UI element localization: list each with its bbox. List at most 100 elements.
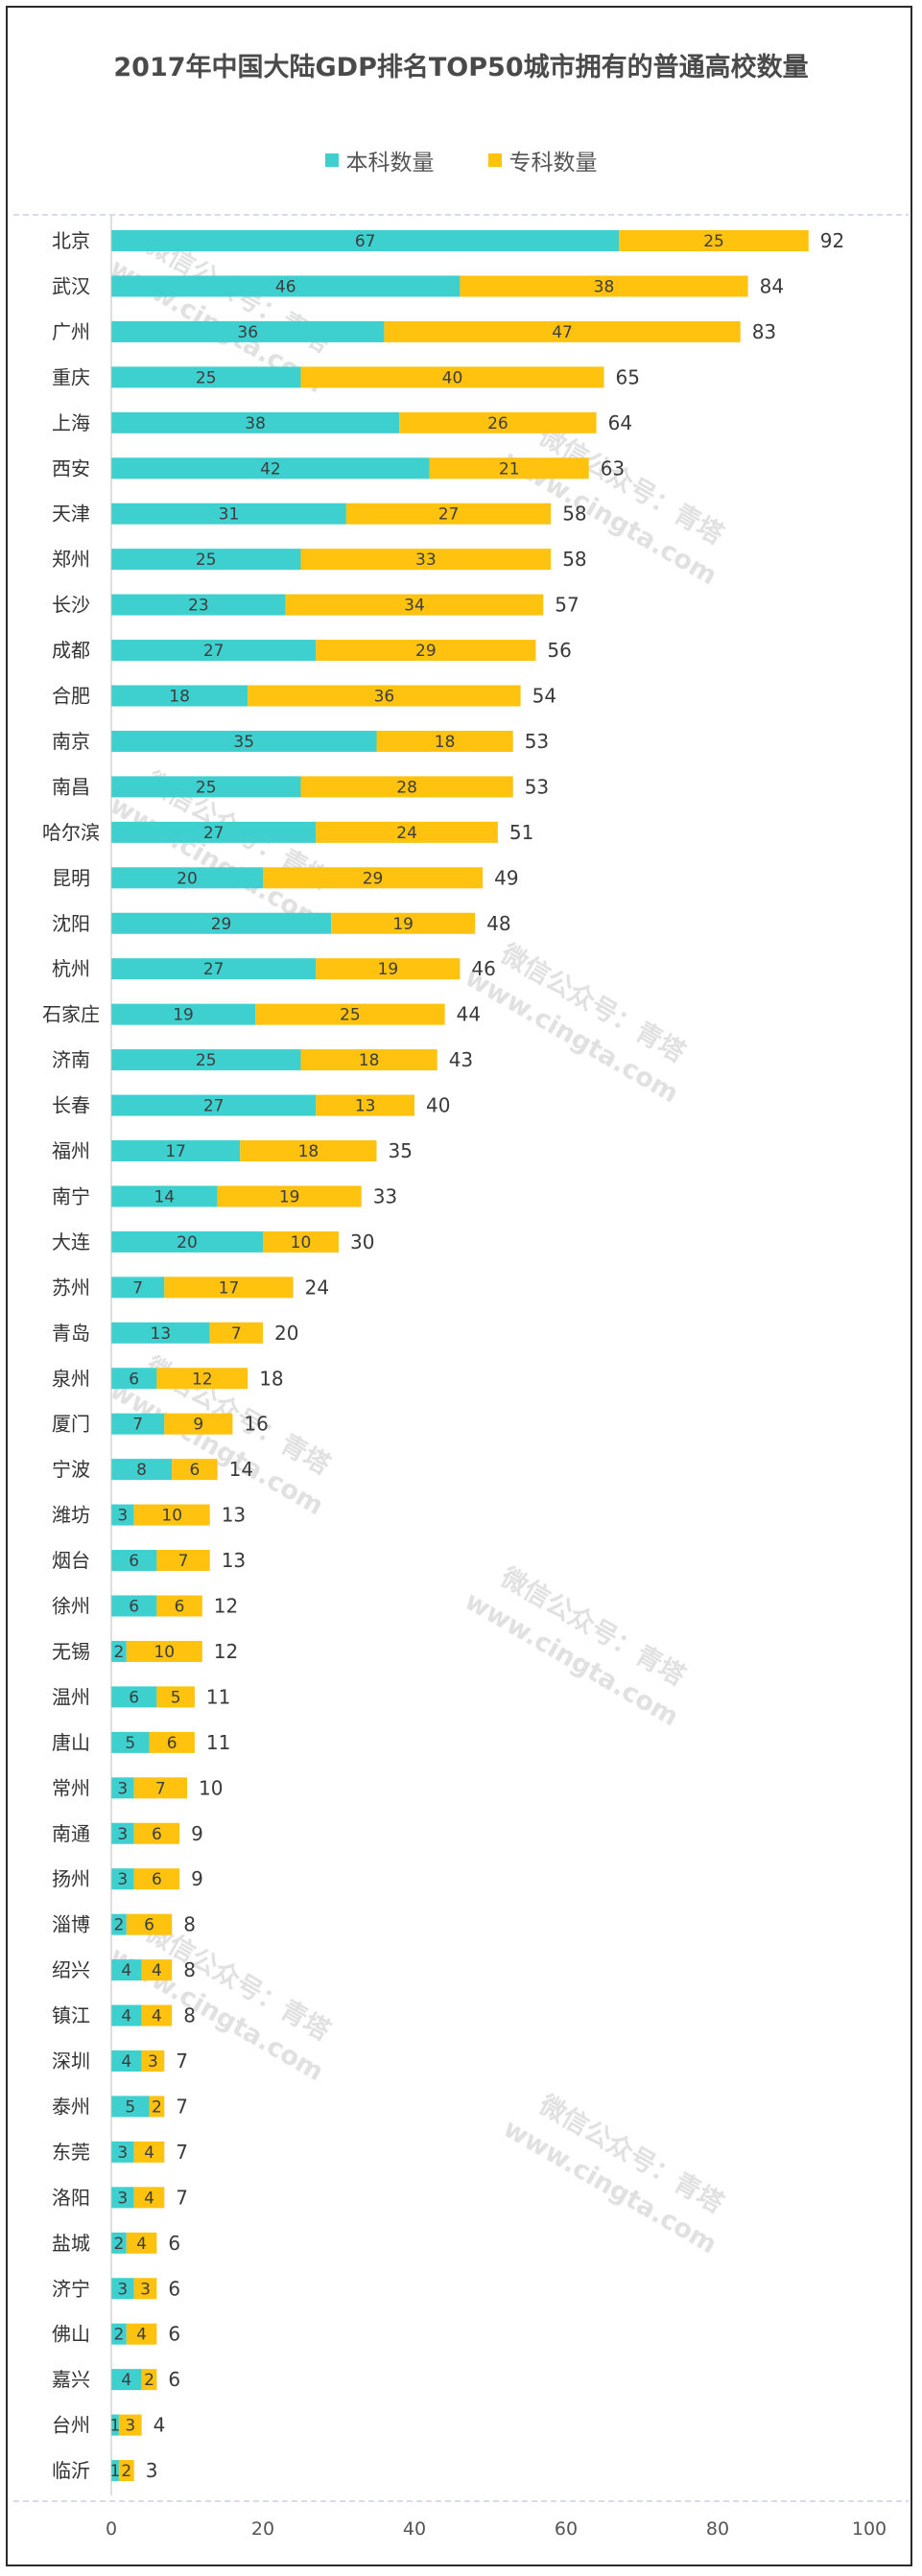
data-label-undergrad: 6 [129,1552,139,1571]
bar-junior-college [156,1686,195,1708]
data-label-junior-college: 18 [435,733,456,752]
data-label-total: 11 [206,1685,230,1708]
legend-swatch-undergrad [324,153,339,167]
bar-undergrad [111,1094,317,1116]
bar-junior-college [133,1822,180,1844]
bar-junior-college [285,594,544,616]
data-label-undergrad: 4 [121,1961,131,1980]
category-label: 长沙 [52,594,90,617]
data-label-undergrad: 17 [165,1142,186,1161]
bar-undergrad [111,912,332,934]
bar-undergrad [111,2369,142,2391]
data-label-junior-college: 18 [359,1051,380,1070]
bar-junior-college [141,2369,157,2391]
bar-junior-college [156,1550,210,1572]
data-label-junior-college: 10 [154,1643,175,1662]
data-label-total: 64 [608,411,632,434]
data-label-total: 24 [305,1276,329,1299]
data-label-undergrad: 1 [110,2417,121,2436]
category-label: 镇江 [52,2004,90,2027]
data-label-undergrad: 25 [196,368,217,387]
bar-undergrad [111,1731,150,1753]
bar-junior-college [263,1230,339,1253]
data-label-total: 33 [373,1184,397,1207]
bar-junior-college [141,2050,165,2072]
bar-undergrad [111,958,317,980]
x-tick-label: 0 [106,2518,117,2540]
bar-undergrad [111,867,263,889]
x-tick-label: 20 [251,2518,274,2540]
data-label-total: 9 [191,1867,203,1890]
bar-undergrad [111,1368,157,1390]
bar-junior-college [141,1959,173,1981]
data-label-undergrad: 38 [245,414,266,433]
data-label-undergrad: 35 [233,733,254,752]
data-label-junior-college: 25 [340,1006,361,1025]
data-label-total: 53 [525,775,549,798]
data-label-total: 53 [525,730,549,753]
data-label-undergrad: 20 [177,1233,198,1253]
category-label: 常州 [52,1776,90,1799]
data-label-undergrad: 31 [219,505,240,525]
bar-undergrad [111,1550,157,1572]
bar-junior-college [240,1140,377,1161]
category-label: 泰州 [52,2095,90,2118]
category-label: 台州 [52,2414,90,2437]
data-label-junior-college: 6 [144,1916,154,1935]
bar-junior-college [209,1322,263,1344]
data-label-junior-college: 19 [279,1187,300,1206]
category-label: 武汉 [52,274,90,297]
data-label-total: 58 [562,503,586,526]
bar-junior-college [133,1504,210,1526]
category-label: 大连 [52,1230,90,1253]
bar-undergrad [111,2187,134,2209]
category-label: 宁波 [52,1458,90,1481]
data-label-undergrad: 14 [154,1187,175,1206]
category-label: 厦门 [52,1413,90,1436]
category-label: 重庆 [52,365,90,388]
data-label-undergrad: 25 [196,1051,217,1070]
category-label: 徐州 [52,1595,90,1618]
data-label-undergrad: 6 [129,1370,139,1389]
data-label-total: 8 [183,1913,196,1936]
data-label-total: 9 [191,1822,203,1845]
category-label: 佛山 [52,2323,90,2346]
data-label-undergrad: 42 [260,459,281,479]
data-label-junior-college: 4 [144,2143,154,2163]
category-label: 杭州 [52,957,90,980]
category-label: 福州 [52,1139,90,1162]
data-label-total: 6 [168,2368,180,2391]
data-label-total: 83 [752,320,776,343]
data-label-total: 35 [389,1139,413,1162]
data-label-junior-college: 9 [193,1416,203,1435]
category-label: 烟台 [52,1549,90,1572]
data-label-junior-college: 4 [152,2007,162,2026]
bar-undergrad [111,821,317,843]
bar-undergrad [111,2096,150,2118]
data-label-undergrad: 3 [117,1507,128,1526]
data-label-undergrad: 27 [203,824,225,843]
category-label: 济南 [52,1048,90,1071]
bar-undergrad [111,1049,301,1071]
data-label-total: 48 [486,912,510,935]
data-label-undergrad: 27 [203,1097,225,1116]
category-label: 温州 [52,1685,90,1708]
category-label: 洛阳 [52,2186,90,2209]
data-label-total: 44 [457,1003,481,1026]
data-label-undergrad: 13 [151,1324,172,1344]
data-label-undergrad: 3 [117,2280,128,2299]
data-label-junior-college: 28 [396,778,417,797]
bar-undergrad [111,1959,142,1981]
data-label-total: 16 [244,1413,268,1436]
data-label-junior-college: 4 [136,2235,147,2254]
category-label: 南宁 [52,1184,90,1207]
bar-junior-college [345,503,552,525]
data-label-undergrad: 3 [117,1779,128,1798]
data-label-total: 7 [176,2141,188,2164]
data-label-junior-college: 6 [152,1870,162,1889]
bar-junior-college [331,912,476,934]
data-label-undergrad: 2 [113,1916,124,1935]
data-label-undergrad: 67 [355,232,376,251]
x-tick-label: 40 [403,2518,426,2540]
